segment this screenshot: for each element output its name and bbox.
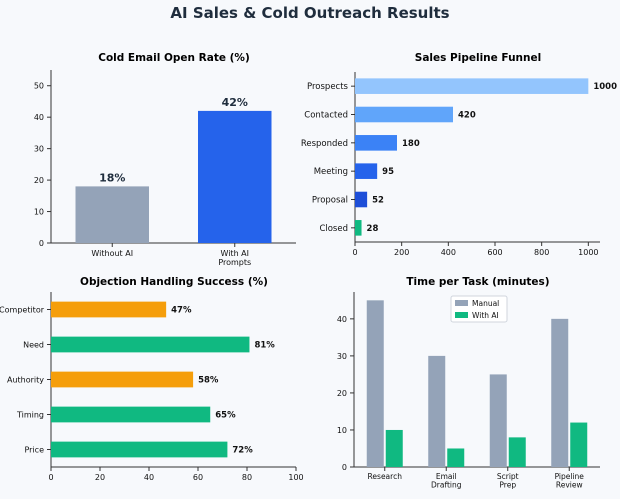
bar (355, 78, 589, 94)
y-tick-label: 20 (337, 389, 347, 398)
y-tick-label: Responded (301, 139, 348, 149)
legend-swatch (455, 300, 468, 306)
y-tick-label: Prospects (307, 82, 349, 92)
y-tick-label: 40 (34, 113, 44, 122)
x-tick-label: 0 (48, 473, 53, 482)
data-label: 28 (367, 224, 379, 234)
y-tick-label: 30 (34, 145, 44, 154)
legend-label: With AI (472, 311, 499, 320)
bar-manual (366, 300, 384, 467)
bar (51, 336, 250, 353)
data-label: 52 (372, 196, 384, 206)
y-tick-label: Price (24, 446, 44, 455)
x-tick-label: With AI Prompts (218, 249, 251, 267)
bar-with-ai (570, 422, 588, 467)
bar-with-ai (447, 448, 465, 467)
y-tick-label: Timing (16, 411, 44, 420)
chart-title: Cold Email Open Rate (%) (98, 52, 250, 64)
chart-title: Objection Handling Success (%) (80, 276, 268, 288)
bar (75, 186, 149, 243)
x-tick-label: 60 (193, 473, 203, 482)
x-tick-label: 600 (487, 248, 502, 257)
x-tick-label: 200 (394, 248, 409, 257)
bar (355, 106, 453, 123)
y-tick-label: 10 (337, 426, 347, 435)
bar-manual (551, 318, 569, 467)
bar (355, 135, 397, 151)
x-tick-label: 80 (242, 473, 252, 482)
x-tick-label: 1000 (578, 248, 598, 257)
data-label: 47% (171, 306, 192, 316)
x-tick-label: Pipeline Review (555, 472, 585, 490)
objection-handling-chart: Objection Handling Success (%) 0 20 40 60 80… (0, 276, 304, 482)
x-tick-label: 400 (441, 248, 456, 257)
legend-swatch (455, 312, 468, 318)
time-per-task-chart: Time per Task (minutes) 0 10 20 30 40 Researc… (337, 276, 600, 490)
y-tick-label: 30 (337, 352, 347, 361)
data-label: 65% (215, 411, 236, 421)
bar (51, 301, 167, 318)
y-tick-label: Competitor (0, 306, 45, 315)
bar (51, 441, 228, 458)
y-tick-label: 10 (34, 208, 44, 217)
data-label: 180 (402, 139, 420, 149)
y-tick-label: Closed (319, 224, 348, 234)
y-tick-label: Need (23, 341, 44, 350)
y-tick-label: 0 (39, 239, 44, 248)
x-tick-label: 40 (144, 473, 154, 482)
data-label: 72% (232, 446, 253, 456)
data-label: 18% (99, 171, 125, 184)
pipeline-funnel-chart: Sales Pipeline Funnel 0 200 400 600 800 1000 P… (301, 52, 617, 257)
bar (355, 191, 368, 208)
x-tick-label: Script Prep (497, 472, 519, 490)
x-tick-label: 20 (95, 473, 105, 482)
x-tick-label: Email Drafting (431, 472, 462, 490)
y-tick-label: 50 (34, 82, 44, 91)
y-tick-label: Meeting (314, 167, 348, 177)
page-title: AI Sales & Cold Outreach Results (170, 4, 449, 22)
chart-title: Sales Pipeline Funnel (415, 52, 541, 64)
bar-manual (428, 355, 446, 467)
open-rate-chart: Cold Email Open Rate (%) 0 10 20 30 40 50 With… (34, 52, 296, 267)
x-tick-label: Without AI (91, 249, 133, 258)
data-label: 42% (222, 96, 248, 109)
bar-manual (489, 374, 507, 467)
data-label: 95 (382, 167, 394, 177)
legend-label: Manual (472, 299, 499, 308)
x-tick-label: 800 (534, 248, 549, 257)
x-tick-label: 100 (288, 473, 303, 482)
y-tick-label: Contacted (304, 111, 348, 121)
chart-title: Time per Task (minutes) (406, 276, 549, 288)
bar (198, 110, 272, 244)
data-label: 420 (458, 111, 476, 121)
x-tick-label: Research (368, 472, 403, 481)
bar-with-ai (508, 437, 526, 467)
data-label: 1000 (593, 82, 617, 92)
y-tick-label: Proposal (312, 196, 348, 206)
bar (51, 406, 211, 423)
data-label: 81% (254, 341, 275, 351)
y-tick-label: 0 (342, 463, 347, 472)
y-tick-label: 20 (34, 176, 44, 185)
x-tick-label: 0 (352, 248, 357, 257)
data-label: 58% (198, 376, 219, 386)
legend: Manual With AI (450, 295, 508, 323)
bar-with-ai (385, 429, 403, 467)
bar (355, 220, 362, 236)
bar (355, 163, 378, 179)
y-tick-label: 40 (337, 315, 347, 324)
y-tick-label: Authority (7, 376, 44, 385)
bar (51, 371, 194, 388)
